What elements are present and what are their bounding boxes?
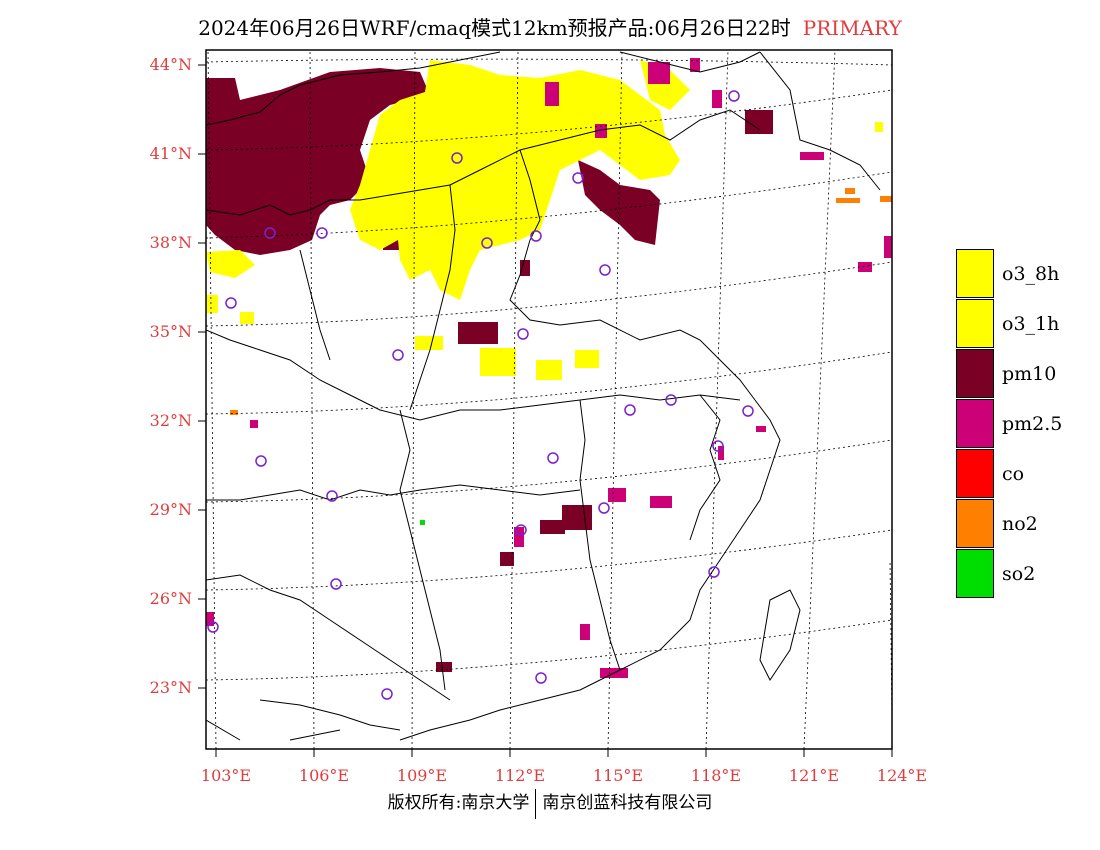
- legend-item-no2: no2: [956, 499, 1086, 549]
- footer-left: 版权所有:南京大学: [387, 793, 530, 813]
- map-title: 2024年06月26日WRF/cmaq模式12km预报产品:06月26日22时 P…: [0, 12, 1100, 41]
- legend-swatch: [956, 549, 994, 598]
- footer-right: 南京创蓝科技有限公司: [542, 793, 713, 813]
- lon-label-121: 121°E: [788, 766, 840, 785]
- footer-divider: [535, 788, 537, 819]
- so2-field: [420, 520, 425, 525]
- lon-label-106: 106°E: [298, 766, 350, 785]
- lat-label-38: 38°N: [149, 233, 192, 252]
- lon-label-124: 124°E: [876, 766, 928, 785]
- lat-label-35: 35°N: [149, 322, 192, 341]
- legend-label: no2: [1002, 513, 1038, 535]
- pm25-field: [206, 58, 892, 678]
- legend-swatch: [956, 349, 994, 398]
- legend: o3_8h o3_1h pm10 pm2.5 co no2 so2: [956, 249, 1086, 599]
- station-markers: [207, 90, 754, 700]
- lat-label-23: 23°N: [149, 678, 192, 697]
- title-mode: PRIMARY: [802, 16, 902, 40]
- legend-label: pm2.5: [1002, 413, 1063, 435]
- legend-label: o3_1h: [1002, 313, 1060, 335]
- legend-swatch: [956, 449, 994, 498]
- lat-label-29: 29°N: [149, 500, 192, 519]
- map-frame: [205, 49, 893, 750]
- axis-ticks: [198, 64, 893, 757]
- legend-swatch: [956, 299, 994, 348]
- legend-item-co: co: [956, 449, 1086, 499]
- legend-swatch: [956, 249, 994, 298]
- legend-label: co: [1002, 463, 1025, 485]
- legend-item-so2: so2: [956, 549, 1086, 599]
- copyright-footer: 版权所有:南京大学 南京创蓝科技有限公司: [0, 788, 1100, 819]
- legend-item-o3-1h: o3_1h: [956, 299, 1086, 349]
- lon-label-118: 118°E: [690, 766, 742, 785]
- lat-label-32: 32°N: [149, 411, 192, 430]
- legend-label: pm10: [1002, 363, 1057, 385]
- lon-label-115: 115°E: [592, 766, 644, 785]
- lat-label-41: 41°N: [149, 144, 192, 163]
- legend-label: o3_8h: [1002, 263, 1060, 285]
- legend-swatch: [956, 499, 994, 548]
- lat-label-26: 26°N: [149, 589, 192, 608]
- legend-item-pm10: pm10: [956, 349, 1086, 399]
- lon-label-109: 109°E: [396, 766, 448, 785]
- lon-label-103: 103°E: [200, 766, 252, 785]
- lon-label-112: 112°E: [494, 766, 546, 785]
- pm10-field: [206, 68, 773, 672]
- lat-label-44: 44°N: [149, 55, 192, 74]
- no2-field: [230, 188, 892, 415]
- title-main: 2024年06月26日WRF/cmaq模式12km预报产品:06月26日22时: [198, 16, 791, 40]
- legend-item-pm25: pm2.5: [956, 399, 1086, 449]
- legend-label: so2: [1002, 563, 1036, 585]
- legend-swatch: [956, 399, 994, 448]
- legend-item-o3-8h: o3_8h: [956, 249, 1086, 299]
- boundary-lines: [206, 51, 881, 741]
